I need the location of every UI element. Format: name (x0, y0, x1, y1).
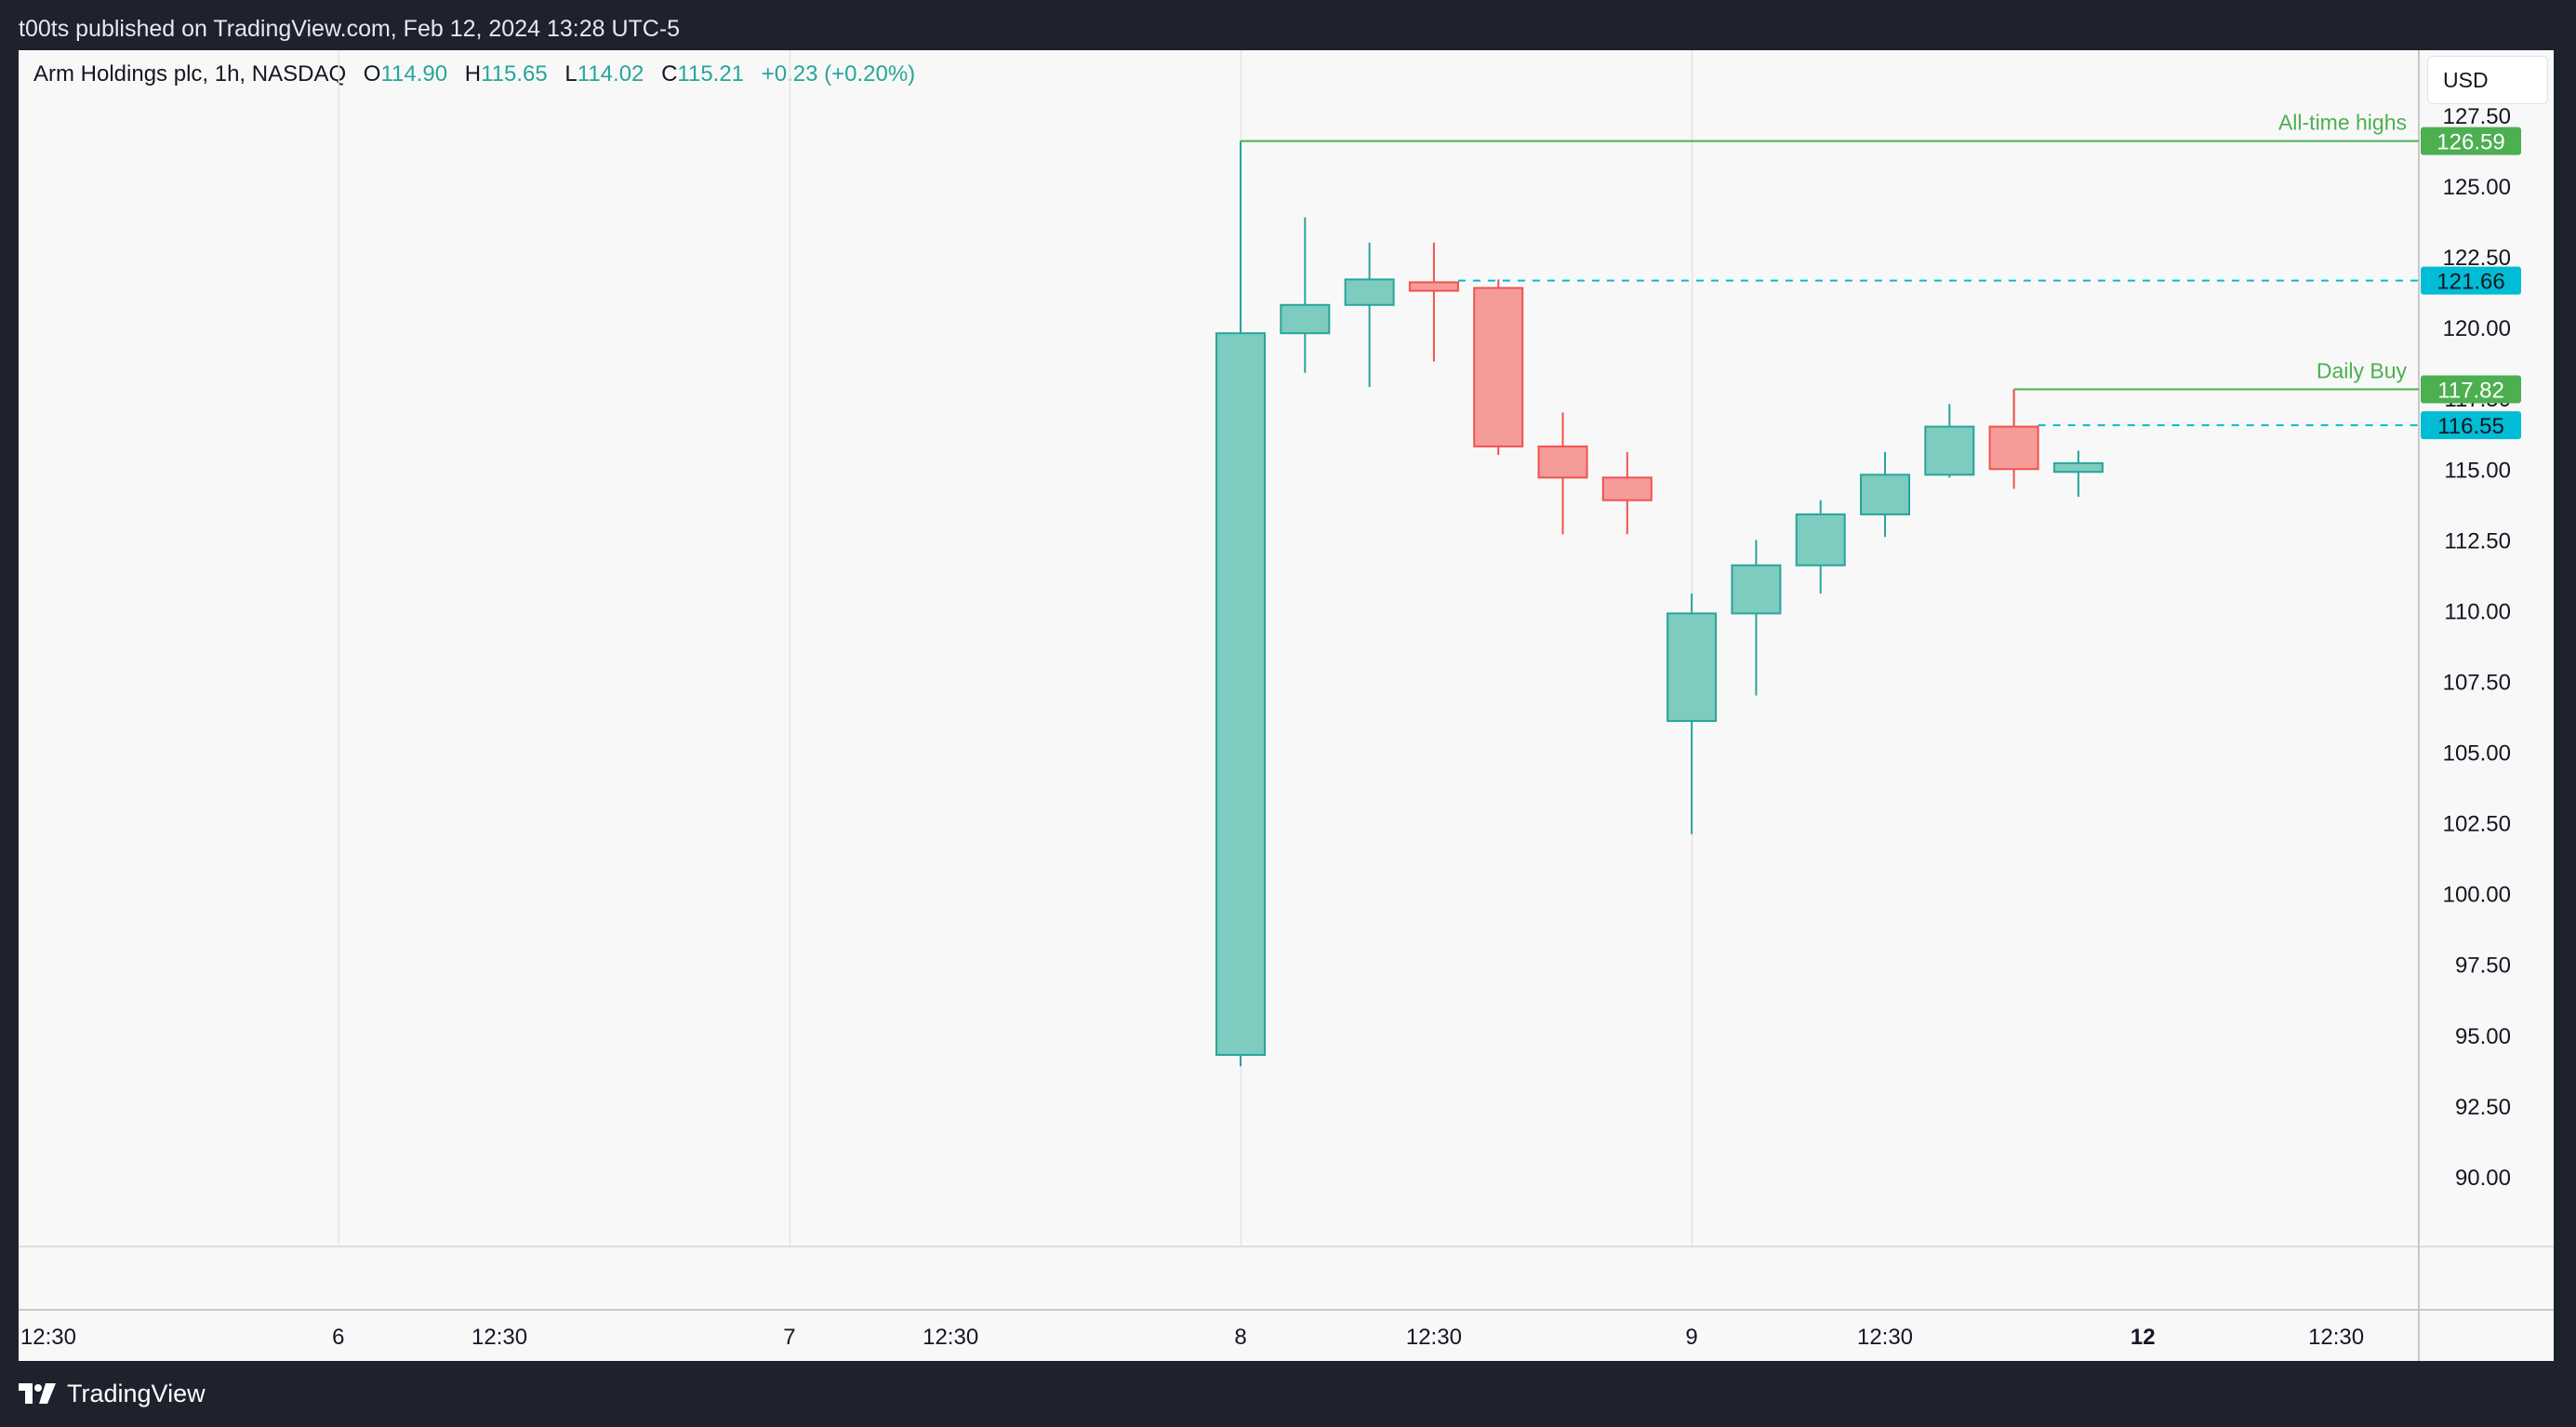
price-badge: 117.82 (2421, 375, 2521, 404)
candle-body (1731, 564, 1782, 615)
candle (1344, 242, 1395, 388)
price-badge-label: 121.66 (2437, 270, 2504, 295)
candle-body (1988, 425, 2039, 471)
price-badge-label: 116.55 (2437, 414, 2504, 439)
currency-selector[interactable]: USD (2427, 56, 2548, 104)
high-label: H (464, 61, 482, 87)
price-badge-label: 126.59 (2437, 130, 2504, 155)
price-tick-label: 120.00 (2443, 316, 2511, 341)
price-badge-bg (2421, 375, 2521, 404)
candle-body (1924, 425, 1975, 476)
time-tick-label: 12:30 (471, 1325, 527, 1350)
price-tick-label: 95.00 (2455, 1024, 2511, 1049)
open-label: O (363, 61, 381, 87)
candle-body (1280, 303, 1331, 335)
high-value: 115.65 (481, 61, 548, 87)
time-tick-label: 12:30 (1406, 1325, 1462, 1350)
price-tick-label: 100.00 (2443, 883, 2511, 908)
level-annotation: All-time highs (2278, 111, 2407, 135)
candle-body (1860, 473, 1910, 515)
time-tick-label: 12:30 (923, 1325, 978, 1350)
time-tick-label: 12 (2131, 1325, 2156, 1350)
publish-header: t00ts published on TradingView.com, Feb … (0, 0, 2576, 50)
time-tick-label: 8 (1234, 1325, 1246, 1350)
price-badge-bg (2421, 266, 2521, 295)
candle (1601, 452, 1653, 535)
price-badge-bg (2421, 411, 2521, 440)
footer-bar (0, 1361, 2576, 1427)
symbol-title[interactable]: Arm Holdings plc, 1h, NASDAQ (33, 61, 347, 87)
candle-body (2052, 461, 2104, 473)
candle (1731, 540, 1782, 696)
candle (1795, 500, 1846, 594)
candle (1473, 279, 1524, 456)
price-tick-label: 122.50 (2443, 246, 2511, 271)
price-tick-label: 112.50 (2444, 528, 2511, 553)
change-value: +0.23 (+0.20%) (761, 61, 916, 87)
candle-body (1344, 278, 1395, 306)
price-tick-label: 110.00 (2444, 599, 2511, 624)
low-label: L (564, 61, 578, 87)
candle (1537, 412, 1588, 535)
candle (1860, 452, 1910, 538)
brand-name: TradingView (67, 1379, 206, 1407)
price-badge-bg (2421, 127, 2521, 155)
candle (1666, 593, 1718, 834)
chart-pane[interactable] (19, 50, 2554, 1361)
price-badge: 126.59 (2421, 127, 2521, 155)
open-value: 114.90 (380, 61, 448, 87)
time-tick-label: 12:30 (2308, 1325, 2364, 1350)
time-tick-label: 6 (332, 1325, 344, 1350)
price-badge-label: 117.82 (2437, 378, 2504, 403)
price-badge: 121.66 (2421, 266, 2521, 295)
candle (1924, 404, 1975, 478)
tradingview-logo-icon (19, 1383, 56, 1404)
candle-body (1795, 513, 1846, 567)
price-tick-label: 125.00 (2443, 175, 2511, 200)
candle-body (1601, 476, 1653, 501)
candle (1408, 242, 1459, 362)
close-value: 115.21 (677, 61, 745, 87)
price-tick-label: 97.50 (2455, 954, 2511, 979)
time-tick-label: 7 (783, 1325, 795, 1350)
candle (2052, 450, 2104, 498)
candle (1988, 389, 2039, 489)
time-tick-label: 12:30 (1857, 1325, 1913, 1350)
currency-label: USD (2443, 68, 2489, 92)
time-tick-label: 9 (1685, 1325, 1697, 1350)
price-tick-label: 127.50 (2443, 104, 2511, 129)
candle (1215, 140, 1266, 1067)
price-tick-label: 115.00 (2444, 458, 2511, 483)
tradingview-brand[interactable]: TradingView (19, 1375, 206, 1412)
price-badge: 116.55 (2421, 411, 2521, 440)
price-tick-label: 107.50 (2443, 670, 2511, 695)
candle (1280, 217, 1331, 373)
close-label: C (661, 61, 678, 87)
symbol-legend: Arm Holdings plc, 1h, NASDAQ O114.90 H11… (33, 61, 915, 87)
candle-body (1408, 281, 1459, 292)
candle-body (1666, 612, 1718, 723)
price-tick-label: 92.50 (2455, 1095, 2511, 1120)
low-value: 114.02 (577, 61, 644, 87)
publish-info-text: t00ts published on TradingView.com, Feb … (19, 16, 681, 42)
price-tick-label: 102.50 (2443, 812, 2511, 837)
candle-body (1215, 332, 1266, 1057)
time-tick-label: 12:30 (20, 1325, 76, 1350)
candle-body (1537, 445, 1588, 479)
price-tick-label: 90.00 (2455, 1166, 2511, 1191)
price-tick-label: 105.00 (2443, 741, 2511, 767)
candle-body (1473, 287, 1524, 447)
level-annotation: Daily Buy (2317, 358, 2408, 382)
